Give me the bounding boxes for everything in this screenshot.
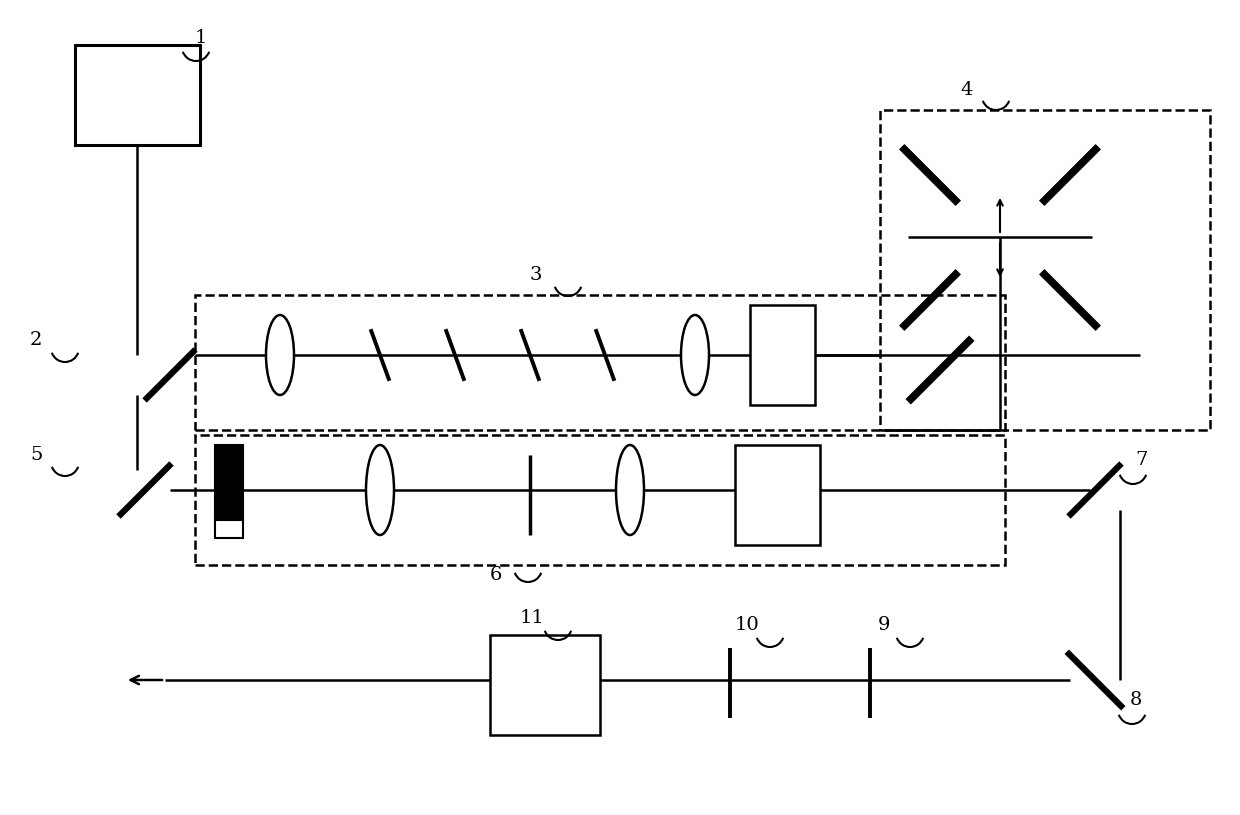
- Text: 9: 9: [878, 616, 890, 634]
- Bar: [195, 295, 1004, 430]
- Ellipse shape: [681, 315, 709, 395]
- Text: 8: 8: [1130, 691, 1142, 709]
- Text: 5: 5: [30, 446, 42, 464]
- Bar: [735, 445, 820, 545]
- Bar: [74, 45, 200, 145]
- Text: 11: 11: [520, 609, 544, 627]
- Text: 10: 10: [735, 616, 760, 634]
- Text: 7: 7: [1135, 451, 1147, 469]
- Text: 2: 2: [30, 331, 42, 349]
- Ellipse shape: [267, 315, 294, 395]
- Bar: [195, 435, 1004, 565]
- Bar: [490, 635, 600, 735]
- Text: 1: 1: [195, 29, 207, 47]
- Text: 6: 6: [490, 566, 502, 584]
- Bar: [750, 305, 815, 405]
- Bar: [215, 520, 243, 538]
- Ellipse shape: [366, 445, 394, 535]
- Ellipse shape: [616, 445, 644, 535]
- Text: 3: 3: [529, 266, 542, 284]
- Bar: [880, 110, 1210, 430]
- Text: 4: 4: [960, 81, 972, 99]
- Bar: [215, 445, 243, 520]
